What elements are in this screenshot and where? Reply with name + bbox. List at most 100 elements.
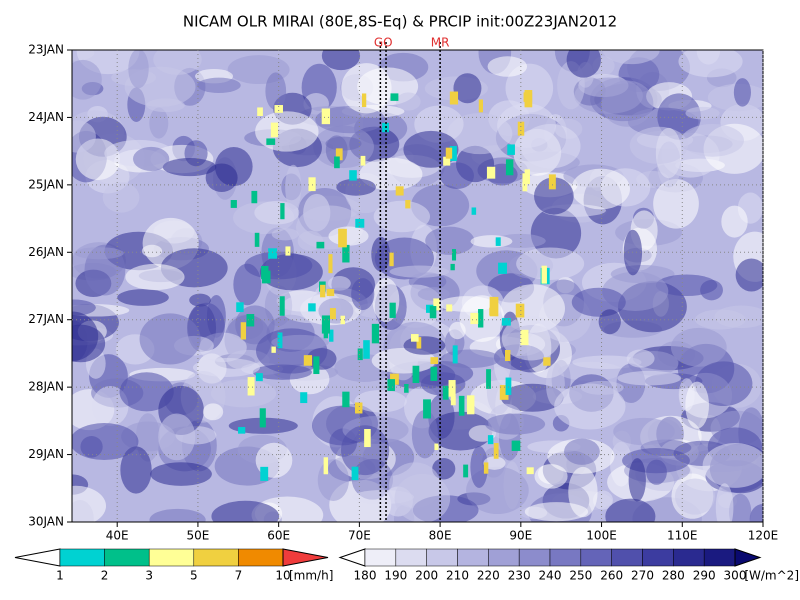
colorbar-segment	[59, 548, 105, 567]
field-blob	[373, 200, 431, 233]
colorbar-segment	[426, 548, 458, 567]
precip-cell	[450, 263, 455, 271]
field-blob	[425, 226, 475, 255]
field-blob	[749, 504, 763, 522]
field-blob	[655, 274, 718, 297]
x-tick-label: 110E	[667, 529, 698, 543]
precip-cell	[363, 340, 370, 359]
precip-cell	[342, 391, 350, 408]
colorbar-segment	[611, 548, 643, 567]
field-blob	[685, 381, 710, 429]
field-blob	[453, 73, 482, 104]
colorbar-label: 290	[693, 569, 716, 583]
precip-cell	[268, 248, 278, 259]
precip-cell	[505, 377, 512, 395]
field-blob	[72, 59, 102, 100]
colorbar-segment	[238, 548, 284, 567]
field-blob	[735, 258, 763, 292]
field-blob	[72, 423, 139, 461]
precip-cell	[489, 296, 499, 317]
precip-cell	[303, 355, 313, 366]
colorbar-segment	[193, 548, 239, 567]
field-blob	[210, 379, 277, 408]
field-blob	[341, 63, 392, 114]
field-blob	[524, 502, 589, 522]
field-blob	[265, 72, 287, 110]
precip-cell	[247, 377, 255, 396]
precip-cell	[390, 93, 399, 101]
precip-cell	[449, 146, 457, 161]
colorbar-segment	[673, 548, 705, 567]
field-blob	[128, 50, 149, 89]
precip-cell	[387, 379, 395, 392]
precip-cell	[458, 395, 465, 416]
field-blob	[678, 50, 743, 78]
precip-cell	[489, 307, 497, 316]
field-blob	[149, 107, 169, 139]
precip-cell	[498, 262, 507, 274]
precip-cell	[274, 105, 283, 113]
field-blob	[158, 413, 196, 461]
field-blob	[341, 425, 390, 476]
precip-cell	[451, 249, 457, 261]
field-blob	[192, 358, 260, 377]
precip-cell	[300, 392, 308, 404]
precip-cell	[446, 304, 453, 312]
precip-cell	[271, 346, 276, 353]
field-blob	[211, 500, 280, 522]
field-blob	[72, 299, 96, 316]
field-blob	[125, 263, 185, 291]
colorbar-label: 270	[631, 569, 654, 583]
field-blob	[72, 120, 96, 153]
precip-cell	[259, 408, 266, 428]
precip-cell	[361, 93, 367, 108]
field-blob	[417, 287, 450, 301]
y-tick-label: 26JAN	[28, 245, 64, 259]
colorbar-segment	[364, 548, 397, 567]
colorbar-label: 280	[662, 569, 685, 583]
colorbar-label: 2	[101, 569, 109, 583]
colorbar-low	[14, 548, 61, 567]
field-blob	[252, 364, 312, 380]
field-blob	[205, 163, 238, 193]
marker-label: GO	[374, 36, 393, 50]
field-blob	[120, 446, 152, 494]
field-blob	[602, 50, 660, 65]
colorbar-segment	[642, 548, 674, 567]
field-blob	[702, 443, 763, 488]
precip-cell	[486, 369, 491, 389]
precip-cell	[505, 159, 514, 176]
precip-cell	[463, 464, 469, 478]
precip-cell	[412, 365, 420, 384]
precip-cell	[240, 322, 247, 340]
field-blob	[197, 77, 241, 94]
field-blob	[681, 124, 744, 157]
precip-cell	[423, 399, 431, 419]
colorbar-label: 210	[446, 569, 469, 583]
field-blob	[605, 498, 656, 522]
colorbar-label: 5	[190, 569, 198, 583]
precip-cell	[308, 303, 316, 312]
precip-cell	[443, 156, 451, 166]
field-blob	[117, 289, 169, 306]
colorbar-segment	[104, 548, 150, 567]
y-tick-label: 24JAN	[28, 110, 64, 124]
marker-label: MR	[431, 36, 450, 50]
precip-cell	[429, 306, 437, 319]
precip-cell	[517, 121, 525, 136]
x-tick-label: 70E	[348, 529, 371, 543]
precip-cell	[520, 329, 529, 346]
field-blob	[613, 417, 675, 446]
field-blob	[411, 409, 439, 459]
field-blob	[254, 200, 300, 225]
colorbar-segment	[148, 548, 195, 567]
precip-cell	[329, 329, 334, 342]
colorbar-segment	[518, 548, 551, 567]
precip-cell	[495, 237, 501, 246]
x-tick-label: 80E	[429, 529, 452, 543]
precip-cell	[389, 252, 394, 267]
colorbar-label: 1	[56, 569, 64, 583]
precip-cell	[316, 241, 325, 249]
field-blob	[592, 490, 613, 510]
